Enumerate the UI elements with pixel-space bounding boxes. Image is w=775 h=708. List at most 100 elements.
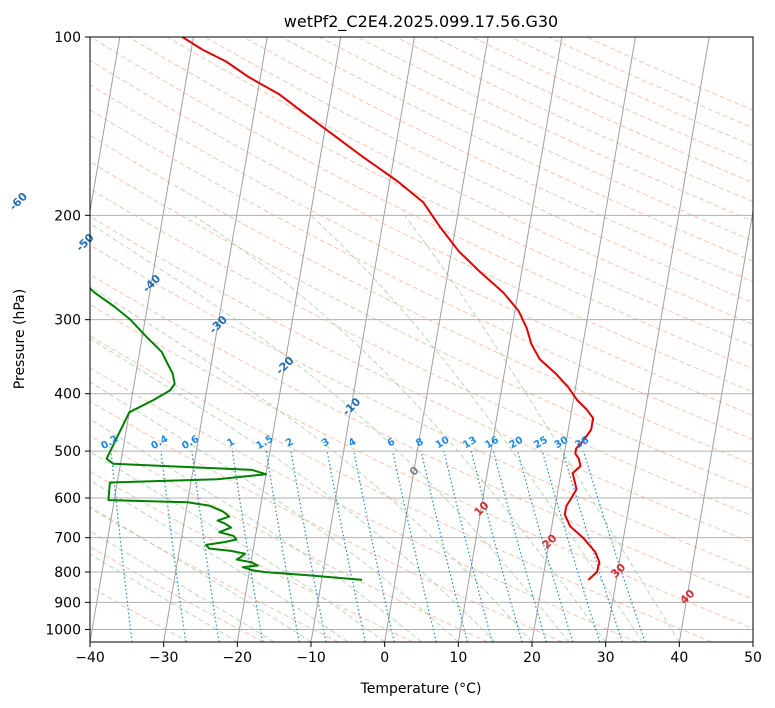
mixing-ratio-line [582, 450, 646, 642]
moist-adiabat-line [90, 337, 496, 642]
dry-adiabat-line [90, 367, 638, 642]
isotherm-line [457, 37, 563, 642]
mixing-ratio-line [492, 450, 547, 642]
dry-adiabat-line [90, 37, 753, 370]
isotherm-label: -60 [7, 190, 30, 213]
moist-adiabat-line [90, 479, 349, 642]
y-tick-label: 200 [54, 208, 81, 224]
y-axis-label: Pressure (hPa) [12, 289, 28, 389]
y-tick-label: 400 [54, 387, 81, 403]
y-tick-label: 1000 [45, 622, 81, 638]
mixing-ratio-line [420, 450, 469, 642]
x-tick-label: −30 [149, 650, 179, 666]
plot-frame [89, 36, 754, 643]
dry-adiabat-line [90, 546, 264, 642]
dewpoint-profile-line [90, 287, 363, 581]
mixing-ratio-label: 13 [461, 435, 479, 452]
dry-adiabat-line [90, 400, 563, 642]
mixing-ratio-label: 2 [284, 436, 296, 449]
x-tick-label: −10 [296, 650, 326, 666]
x-tick-label: −40 [75, 650, 105, 666]
y-tick-label: 600 [54, 491, 81, 507]
mixing-ratio-label: 0.4 [149, 434, 170, 452]
mixing-ratio-line [326, 450, 366, 642]
isotherm-line [384, 37, 489, 642]
y-tick-label: 100 [54, 30, 81, 46]
dry-adiabat-line [90, 435, 488, 642]
dry-adiabat-line [204, 37, 753, 304]
moist-adiabat-line [90, 451, 385, 642]
dry-adiabat-line [90, 188, 753, 517]
dry-adiabat-line [90, 586, 190, 642]
x-tick-label: 0 [380, 650, 389, 666]
x-tick-label: 30 [597, 650, 615, 666]
mixing-ratio-line [290, 450, 327, 642]
x-axis-label: Temperature (°C) [360, 681, 482, 697]
y-tick-label: 800 [54, 565, 81, 581]
dry-adiabat-line [509, 37, 753, 147]
x-tick-label: 50 [744, 650, 762, 666]
mixing-ratio-label: 1 [225, 436, 237, 449]
dry-adiabat-line [90, 84, 753, 416]
dry-adiabat-line [90, 244, 753, 572]
moist-adiabats [90, 214, 680, 642]
isotherm-line [752, 639, 753, 642]
mixing-ratio-line [353, 450, 395, 642]
dry-adiabat-line [166, 37, 753, 325]
isotherm-label: -30 [207, 313, 230, 336]
isotherm-label: 10 [472, 499, 492, 519]
moist-adiabat-line [90, 381, 459, 642]
isotherm-line [163, 37, 268, 642]
mixing-ratio-line [562, 450, 623, 642]
background-lines [90, 37, 753, 642]
isotherm-line [310, 37, 415, 642]
mixing-ratio-label: 6 [386, 436, 398, 449]
mixing-ratio-line [392, 450, 437, 642]
dry-adiabat-line [357, 37, 753, 222]
dry-adiabat-line [395, 37, 753, 203]
y-tick-label: 500 [54, 444, 81, 460]
x-tick-label: 10 [449, 650, 467, 666]
x-tick-label: −20 [223, 650, 253, 666]
temperature-profile-line [181, 37, 601, 581]
isotherm-label: 30 [608, 561, 628, 581]
isotherm-label: 40 [677, 587, 697, 607]
series-layer [90, 37, 601, 581]
dry-adiabat-line [90, 507, 339, 642]
moist-adiabat-line [193, 214, 607, 642]
mixing-ratio-line [443, 450, 493, 642]
mixing-ratio-line [160, 451, 187, 642]
moist-adiabat-line [90, 223, 570, 642]
moist-adiabat-line [90, 286, 533, 642]
dry-adiabats [90, 37, 753, 642]
isobars [90, 37, 753, 630]
line-labels: 0.20.40.611.52346810131620253036-100-90-… [7, 190, 698, 607]
mixing-ratio-line [110, 451, 133, 642]
mixing-ratio-line [470, 450, 523, 642]
isotherm-line [531, 37, 636, 642]
mixing-ratio-line [191, 451, 220, 642]
dry-adiabat-line [90, 335, 712, 642]
isotherm-line [605, 37, 710, 642]
mixing-ratio-line [265, 451, 300, 642]
chart-title: wetPf2_C2E4.2025.099.17.56.G30 [284, 12, 558, 32]
isotherm-line [90, 37, 194, 642]
isotherm-label: -40 [140, 272, 163, 295]
dry-adiabat-line [90, 304, 753, 630]
dry-adiabat-line [90, 134, 753, 466]
dry-adiabat-line [90, 273, 753, 600]
x-tick-label: 40 [670, 650, 688, 666]
mixing-ratio-line [517, 450, 574, 642]
x-tick-label: 20 [523, 650, 541, 666]
axes: −40 −30 −20 −10 0 10 20 30 40 5010020030040050060… [45, 30, 762, 666]
isotherm-line [90, 37, 121, 215]
dry-adiabat-line [90, 215, 753, 544]
moist-adiabat-line [90, 418, 422, 642]
y-tick-label: 300 [54, 313, 81, 329]
mixing-ratio-label: 8 [414, 436, 426, 449]
dry-adiabat-line [433, 37, 753, 184]
dry-adiabat-line [90, 161, 753, 491]
isotherm-line [678, 208, 753, 642]
moist-adiabat-line [310, 214, 643, 642]
